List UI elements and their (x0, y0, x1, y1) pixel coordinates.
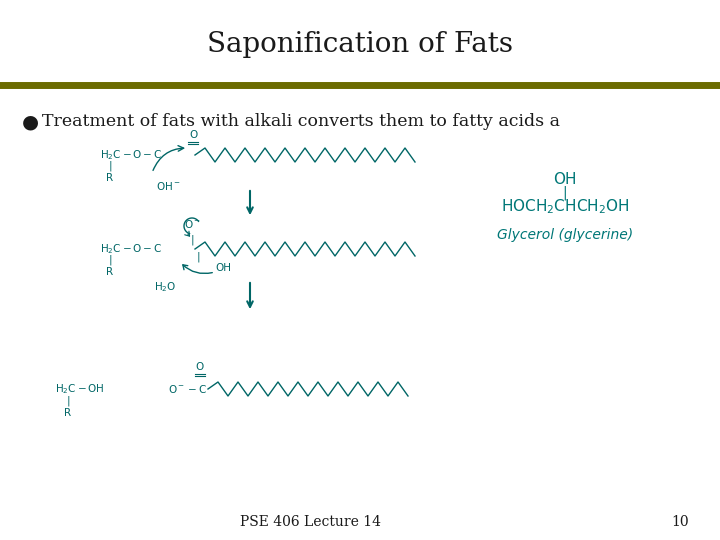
Text: |: | (190, 235, 194, 245)
Text: $\mathregular{H_2C-OH}$: $\mathregular{H_2C-OH}$ (55, 382, 104, 396)
Text: $\mathregular{H_2O}$: $\mathregular{H_2O}$ (154, 280, 176, 294)
Text: R: R (64, 408, 71, 418)
Text: |: | (563, 186, 567, 200)
Text: $\mathregular{O^--C}$: $\mathregular{O^--C}$ (168, 383, 207, 395)
Text: |: | (196, 252, 200, 262)
FancyArrowPatch shape (153, 146, 184, 171)
Text: R: R (107, 267, 114, 277)
Text: |: | (108, 255, 112, 265)
FancyArrowPatch shape (185, 231, 189, 236)
Text: PSE 406 Lecture 14: PSE 406 Lecture 14 (240, 515, 380, 529)
Text: Saponification of Fats: Saponification of Fats (207, 31, 513, 58)
Text: Treatment of fats with alkali converts them to fatty acids a: Treatment of fats with alkali converts t… (42, 113, 560, 131)
Text: $\mathregular{H_2C-O-C}$: $\mathregular{H_2C-O-C}$ (100, 242, 163, 256)
Text: $\mathregular{OH^-}$: $\mathregular{OH^-}$ (156, 180, 181, 192)
Text: OH: OH (553, 172, 577, 187)
Text: O: O (189, 130, 197, 140)
Text: R: R (107, 173, 114, 183)
Text: ●: ● (22, 112, 39, 132)
Text: 10: 10 (671, 515, 689, 529)
Text: $\mathregular{H_2C-O-C}$: $\mathregular{H_2C-O-C}$ (100, 148, 163, 162)
Text: O: O (196, 362, 204, 372)
Text: Glycerol (glycerine): Glycerol (glycerine) (497, 228, 633, 242)
Text: $\mathregular{O^-}$: $\mathregular{O^-}$ (184, 218, 200, 230)
FancyArrowPatch shape (183, 265, 212, 273)
Text: |: | (66, 396, 70, 406)
Text: |: | (108, 161, 112, 171)
Text: $\mathregular{HOCH_2CHCH_2OH}$: $\mathregular{HOCH_2CHCH_2OH}$ (500, 198, 629, 217)
Text: OH: OH (215, 263, 231, 273)
